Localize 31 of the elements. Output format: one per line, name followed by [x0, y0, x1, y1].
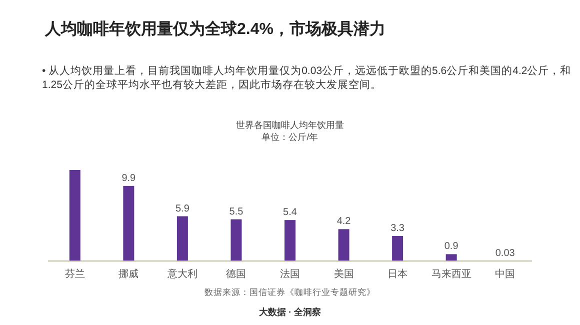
data-label: 5.4 [283, 207, 298, 218]
data-label: 0.9 [444, 241, 459, 252]
chart-subtitle: 世界各国咖啡人均年饮用量 [236, 120, 344, 130]
text: 大数据 · 全洞察 [259, 307, 321, 317]
data-label: 5.5 [229, 206, 244, 218]
text: 单位：公斤/年 [262, 132, 318, 142]
bar [284, 220, 296, 261]
source-note: 数据来源：国信证券《咖啡行业专题研究》 [204, 287, 376, 297]
x-tick-label: 芬兰 [64, 268, 85, 280]
x-tick-label: 德国 [226, 269, 246, 280]
x-tick-label: 意大利 [166, 268, 198, 280]
x-tick-label: 美国 [334, 268, 354, 280]
data-label: 3.3 [390, 222, 405, 234]
data-label: 0.03 [495, 248, 516, 259]
data-label: 4.2 [336, 216, 352, 228]
bar [230, 219, 242, 261]
bar [392, 236, 404, 261]
x-tick-label: 挪威 [118, 268, 139, 280]
x-tick-label: 中国 [495, 268, 516, 280]
chart-title: 人均咖啡年饮用量仅为全球2.4%，市场极具潜力 [44, 20, 386, 38]
bar [69, 170, 80, 261]
x-tick-label: 马来西亚 [431, 268, 472, 280]
bar [446, 254, 457, 261]
data-label: 9.9 [122, 172, 136, 184]
bar [338, 229, 350, 261]
bar [176, 216, 188, 261]
bar [123, 186, 134, 261]
data-label: 5.9 [175, 203, 190, 214]
x-tick-label: 日本 [388, 268, 408, 280]
text: • 从人均饮用量上看，目前我国咖啡人均年饮用量仅为0.03公斤，远远低于欧盟的5.6公斤和美国的4.2公斤，和 1.25公斤的全球平均水平也有较大差距，因此市场存在较大发展空间。 [42, 64, 572, 91]
x-tick-label: 法国 [280, 268, 300, 280]
